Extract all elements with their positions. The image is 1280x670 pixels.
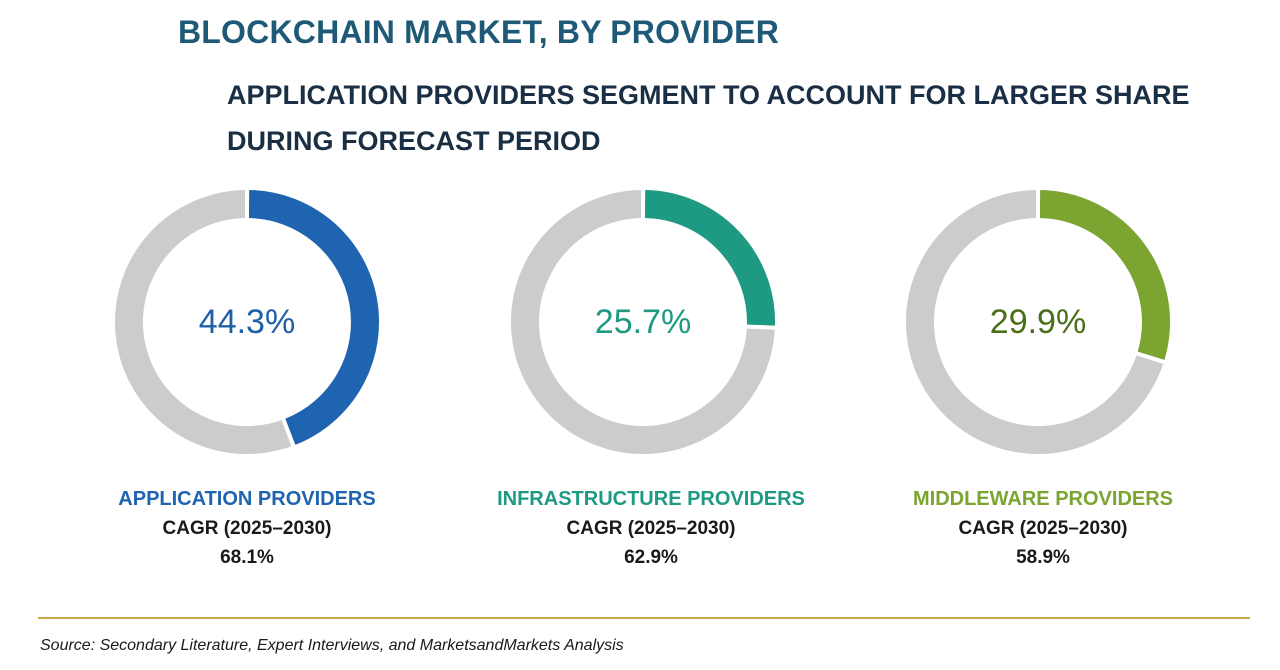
caption-infrastructure-providers: INFRASTRUCTURE PROVIDERS CAGR (2025–2030… — [491, 484, 811, 572]
cagr-value: 58.9% — [1016, 547, 1070, 568]
segment-separator — [1134, 351, 1167, 365]
segment-separator — [280, 416, 296, 449]
cagr-label: CAGR (2025–2030) — [566, 518, 736, 539]
chart-subtitle: APPLICATION PROVIDERS SEGMENT TO ACCOUNT… — [227, 80, 1190, 156]
donut-application-providers: 44.3% — [107, 182, 387, 462]
cagr-label: CAGR (2025–2030) — [958, 518, 1128, 539]
donut-middleware-providers: 29.9% — [898, 182, 1178, 462]
caption-application-providers: APPLICATION PROVIDERS CAGR (2025–2030) 6… — [87, 484, 407, 572]
cagr-value: 62.9% — [624, 547, 678, 568]
chart-title: BLOCKCHAIN MARKET, BY PROVIDER — [178, 14, 779, 50]
donut-infrastructure-providers: 25.7% — [503, 182, 783, 462]
caption-middleware-providers: MIDDLEWARE PROVIDERS CAGR (2025–2030) 58… — [883, 484, 1203, 572]
segment-name: APPLICATION PROVIDERS — [118, 488, 376, 510]
segment-separator — [744, 324, 777, 330]
cagr-label: CAGR (2025–2030) — [162, 518, 332, 539]
cagr-value: 68.1% — [220, 547, 274, 568]
share-value: 25.7% — [594, 302, 692, 341]
share-value: 29.9% — [989, 302, 1087, 341]
segment-name: INFRASTRUCTURE PROVIDERS — [497, 488, 805, 510]
footer-divider — [38, 617, 1250, 619]
segment-name: MIDDLEWARE PROVIDERS — [912, 488, 1174, 510]
donut-segment-middleware-providers — [1039, 190, 1170, 360]
source-note: Source: Secondary Literature, Expert Int… — [40, 637, 624, 654]
donut-segment-infrastructure-providers — [644, 190, 775, 326]
share-value: 44.3% — [198, 302, 296, 341]
donut-segment-application-providers — [248, 190, 379, 445]
